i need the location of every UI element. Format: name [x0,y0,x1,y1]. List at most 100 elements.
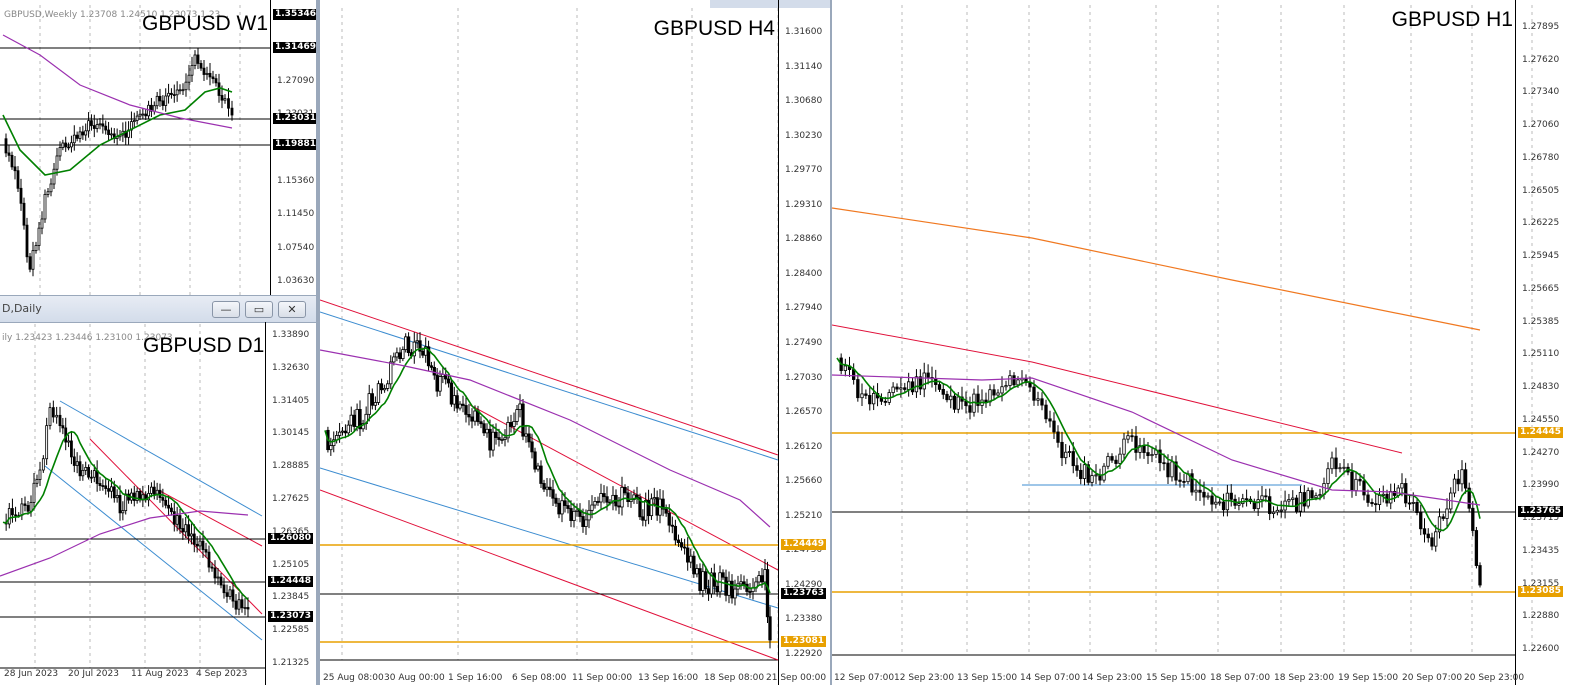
candle-body [132,120,136,123]
h1-chart-window[interactable]: GBPUSD H1 1.27895 1.27620 1.27340 1.27060 1.… [830,0,1583,685]
price-level-badge[interactable]: 1.23081 [781,636,826,647]
candle-body [135,490,139,501]
price-tick-label: 1.28885 [272,461,310,472]
candle-body [661,498,665,510]
candle-body [346,424,350,434]
candle-body [1210,495,1214,505]
candle-body [899,387,903,390]
candle-body [452,395,456,405]
d1-chart-canvas[interactable] [0,296,318,685]
candle-body [205,72,209,75]
candle-body [201,540,205,550]
candle-body [13,166,17,172]
candle-body [1264,495,1268,498]
candle-body [560,500,564,515]
candle-body [164,499,168,506]
w1-info-line: GBPUSD,Weekly 1.23708 1.24510 1.23073 1.… [4,10,229,20]
h1-price-scale[interactable]: 1.27895 1.27620 1.27340 1.27060 1.26780 1.265… [1515,0,1583,685]
candle-body [530,441,534,453]
candle-body [1044,404,1048,420]
candle-body [1126,435,1130,440]
candle-body [373,402,378,406]
candle-body [58,414,62,427]
minimize-button[interactable]: — [212,301,240,318]
candle-body [572,510,576,521]
d1-chart-window[interactable]: D,Daily — ▭ ✕ ily 1.23423 1.23446 1.2310… [0,295,318,685]
candle-body [1318,494,1322,497]
candle-body [652,497,656,500]
candle-body [512,421,516,427]
price-tick-label: 1.31140 [785,61,823,72]
price-level-badge[interactable]: 1.23073 [268,611,313,622]
d1-window-titlebar[interactable]: D,Daily — ▭ ✕ [0,296,316,323]
candle-body [204,549,208,553]
candle-body [976,393,980,406]
candle-body [724,576,728,596]
w1-price-scale[interactable]: 1.35346 1.31469 1.27090 1.23031 1.19881 1.153… [270,0,316,295]
h4-chart-window[interactable]: GBPUSD H4 1.31600 1.31140 1.30680 1.30230 1.… [318,0,830,685]
h4-chart-canvas[interactable] [320,0,830,685]
candle-body [234,600,238,610]
candle-body [945,393,949,401]
candle-body [676,539,681,544]
candle-body [67,440,70,443]
price-level-badge[interactable]: 1.24448 [268,576,313,587]
price-level-badge[interactable]: 1.35346 [273,9,316,20]
price-level-badge[interactable]: 1.19881 [273,139,316,150]
candle-body [107,488,110,492]
candle-body [748,591,752,593]
price-tick-label: 1.07540 [277,242,315,253]
price-level-badge[interactable]: 1.23763 [781,588,826,599]
candle-body [1064,451,1068,459]
price-level-badge[interactable]: 1.24445 [1518,427,1563,438]
candle-body [1370,502,1374,505]
candle-body [432,366,436,376]
h4-window-controls [710,0,830,8]
candle-body [1411,501,1415,504]
candle-body [918,376,922,390]
h1-chart-canvas[interactable] [832,0,1583,685]
date-tick-label: 18 Sep 08:00 [704,673,765,683]
candle-body [429,365,434,368]
w1-chart-canvas[interactable] [0,0,318,295]
ma-fast-line [324,346,771,594]
candle-body [10,154,14,168]
candle-body [92,125,96,129]
price-level-badge[interactable]: 1.23765 [1518,506,1563,517]
price-level-badge[interactable]: 1.24449 [781,539,826,550]
ma-fast-line [836,357,1481,532]
d1-price-scale[interactable]: 1.33890 1.32630 1.31405 1.30145 1.28885 1.276… [265,322,316,685]
h4-price-scale[interactable]: 1.31600 1.31140 1.30680 1.30230 1.29770 1.293… [778,0,830,685]
candle-body [64,142,68,148]
candle-body [1338,467,1342,470]
price-level-badge[interactable]: 1.26080 [268,533,313,544]
candle-body [158,489,162,498]
price-tick-label: 1.26365 [272,526,310,537]
close-button[interactable]: ✕ [278,301,306,318]
candle-body [379,383,384,391]
date-tick-label: 4 Sep 2023 [196,669,248,679]
candle-body [112,486,116,499]
candle-body [491,431,495,451]
price-level-badge[interactable]: 1.23085 [1518,586,1563,597]
candle-body [192,533,196,545]
candle-body [340,430,345,433]
candle-body [175,515,179,525]
price-level-badge[interactable]: 1.23031 [273,113,316,124]
date-tick-label: 20 Sep 23:00 [1464,673,1525,683]
candle-body [1430,537,1434,547]
w1-chart-window[interactable]: GBPUSD,Weekly 1.23708 1.24510 1.23073 1.… [0,0,318,295]
candle-body [222,584,226,594]
date-tick-label: 18 Sep 07:00 [1210,673,1271,683]
candle-body [1000,386,1004,394]
candle-body [135,115,139,121]
candle-body [455,395,459,409]
candle-body [228,589,232,597]
candle-body [1389,491,1393,504]
candle-body [1094,474,1098,477]
candle-body [1326,468,1330,484]
price-level-badge[interactable]: 1.31469 [273,42,316,53]
restore-button[interactable]: ▭ [245,301,273,318]
candle-body [461,403,465,406]
candle-body [872,393,876,405]
